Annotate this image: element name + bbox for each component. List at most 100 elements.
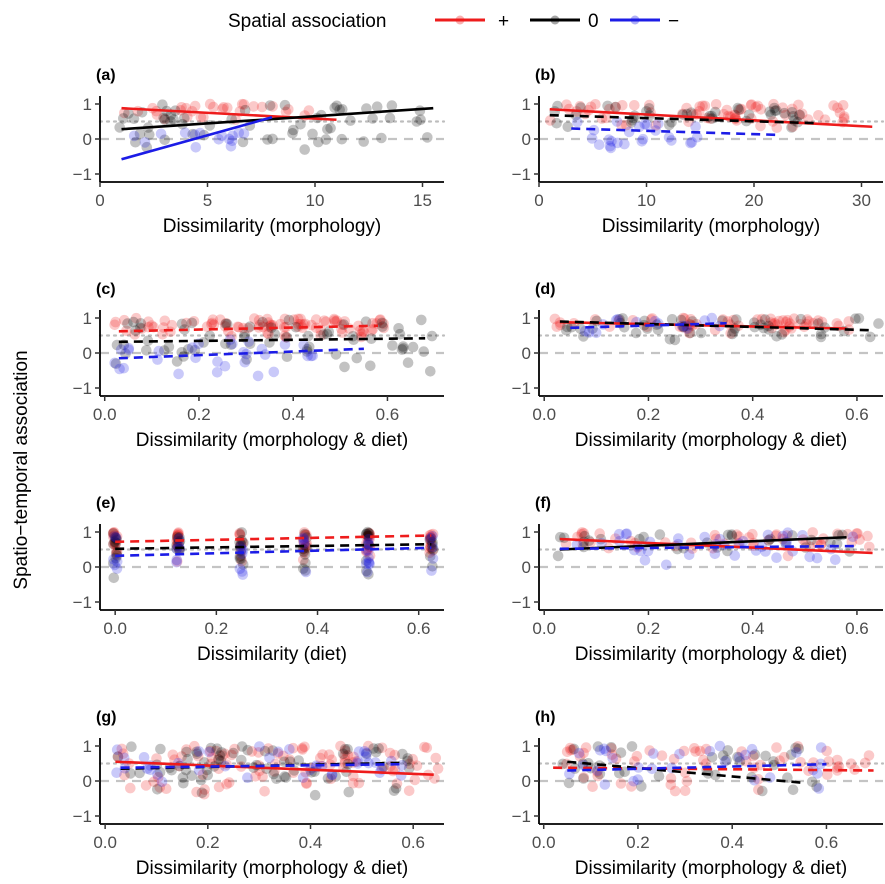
point-plus (812, 315, 824, 326)
point-zero (108, 572, 120, 584)
point-minus (612, 313, 624, 325)
point-minus (227, 130, 238, 142)
point-plus (718, 108, 730, 120)
point-plus (173, 530, 184, 541)
point-zero (287, 128, 298, 139)
point-plus (303, 105, 315, 116)
x-tick-label: 0 (534, 191, 543, 210)
point-plus (551, 321, 563, 333)
point-plus (166, 319, 178, 331)
x-tick-label: 0.0 (532, 833, 556, 852)
point-plus (765, 317, 777, 328)
point-plus (176, 102, 187, 113)
point-zero (236, 741, 248, 752)
point-zero (155, 743, 166, 755)
point-zero (351, 352, 363, 364)
x-tick-label: 0.2 (205, 619, 229, 638)
point-minus (746, 743, 758, 755)
point-plus (745, 99, 757, 111)
x-tick-label: 0.6 (845, 405, 869, 424)
point-zero (749, 749, 761, 760)
point-minus (226, 135, 238, 147)
point-zero (262, 134, 273, 145)
point-minus (352, 756, 364, 767)
point-minus (811, 552, 823, 564)
point-minus (771, 552, 782, 563)
point-plus (681, 776, 693, 787)
point-minus (573, 747, 585, 759)
trend-line-minus (120, 762, 403, 769)
point-zero (321, 328, 333, 340)
point-plus (246, 746, 258, 757)
point-plus (318, 315, 330, 327)
point-plus (159, 113, 170, 125)
point-plus (188, 316, 200, 327)
point-plus (756, 313, 768, 325)
point-zero (786, 122, 797, 133)
point-zero (695, 327, 707, 339)
point-zero (362, 530, 374, 542)
point-minus (252, 370, 264, 382)
point-plus (111, 531, 123, 542)
point-plus (778, 327, 790, 338)
point-zero (390, 783, 402, 794)
point-zero (402, 755, 413, 767)
point-plus (208, 101, 219, 113)
trend-line-zero (567, 760, 804, 785)
point-zero (669, 334, 681, 346)
point-zero (195, 774, 207, 786)
point-plus (331, 315, 343, 327)
point-plus (220, 318, 232, 329)
point-minus (685, 137, 696, 149)
point-minus (594, 745, 606, 756)
point-zero (727, 328, 738, 340)
legend: Spatial association + 0 − (228, 11, 679, 32)
point-zero (551, 117, 562, 129)
point-zero (424, 534, 436, 546)
point-plus (189, 100, 201, 112)
point-plus (262, 327, 273, 339)
point-minus (733, 752, 745, 763)
point-zero (204, 330, 216, 342)
point-zero (769, 102, 780, 114)
point-plus (292, 321, 304, 333)
point-minus (729, 550, 741, 561)
point-minus (360, 751, 372, 763)
point-minus (118, 752, 130, 764)
point-minus (740, 749, 751, 761)
point-zero (768, 756, 779, 767)
point-minus (212, 356, 223, 368)
point-plus (357, 325, 369, 337)
y-tick-label: 1 (83, 309, 92, 328)
point-zero (300, 565, 311, 576)
point-zero (130, 136, 141, 148)
point-zero (329, 102, 341, 114)
point-zero (358, 136, 370, 147)
point-zero (722, 745, 734, 756)
point-minus (109, 559, 120, 571)
point-plus (578, 747, 589, 759)
point-minus (813, 783, 825, 794)
point-zero (771, 105, 782, 116)
point-minus (156, 776, 168, 788)
point-zero (118, 113, 129, 124)
point-plus (590, 99, 601, 110)
point-plus (173, 528, 184, 539)
point-minus (111, 744, 123, 755)
point-plus (808, 317, 819, 329)
x-tick-label: 0.4 (299, 833, 323, 852)
point-zero (394, 328, 406, 340)
point-zero (652, 324, 664, 336)
point-minus (254, 741, 265, 752)
point-plus (753, 784, 764, 796)
point-plus (425, 531, 437, 543)
point-zero (726, 529, 737, 540)
point-plus (325, 759, 336, 770)
point-plus (665, 773, 677, 784)
point-plus (777, 102, 788, 113)
point-plus (679, 313, 690, 324)
point-minus (633, 762, 644, 773)
point-minus (650, 125, 661, 136)
point-plus (585, 101, 597, 113)
